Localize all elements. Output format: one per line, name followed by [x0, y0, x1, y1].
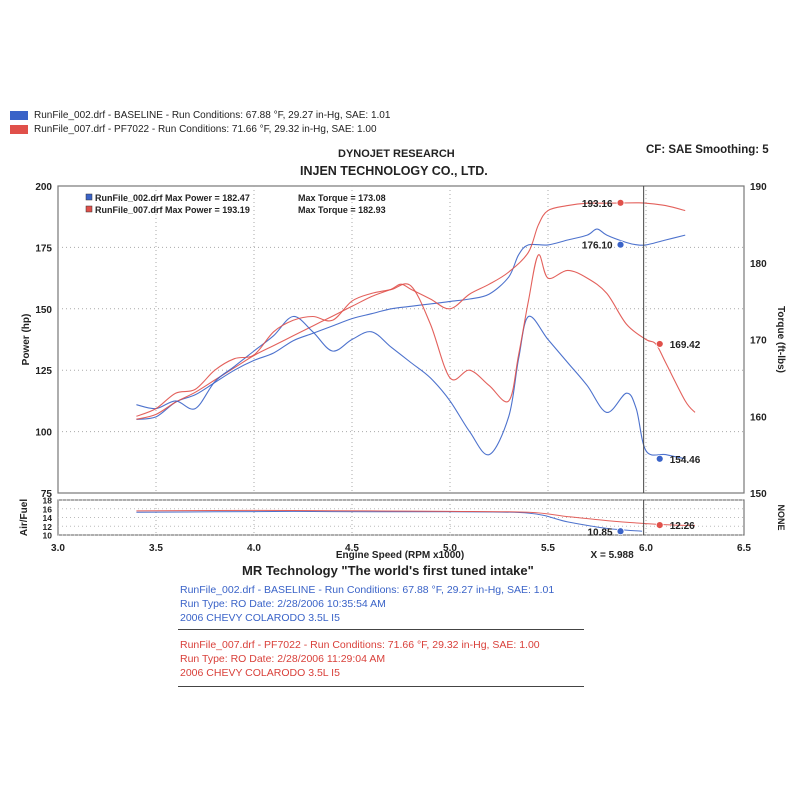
af-axis-title: Air/Fuel: [19, 499, 30, 536]
footer-baseline-line-2: Run Type: RO Date: 2/28/2006 10:35:54 AM: [180, 598, 386, 610]
torque-tick-label: 190: [750, 182, 767, 193]
legend-swatch-baseline: [10, 111, 28, 120]
inset-legend-power: RunFile_002.drf Max Power = 182.47: [95, 193, 250, 203]
main-plot-frame: [57, 185, 745, 494]
af-tick-label: 10: [43, 531, 53, 541]
value-marker-label: 169.42: [670, 340, 701, 351]
value-marker-label: 10.85: [587, 527, 612, 538]
footer-pf7022-line-3: 2006 CHEVY COLARODO 3.5L I5: [180, 667, 340, 679]
power-tick-label: 75: [41, 489, 53, 500]
airfuel-plot-frame: [57, 499, 745, 536]
value-marker-label: 176.10: [582, 241, 613, 252]
torque-tick-label: 180: [750, 259, 767, 270]
power-tick-label: 200: [35, 182, 52, 193]
value-marker: [655, 340, 664, 348]
pf7022-power-line: [136, 202, 686, 420]
torque-tick-label: 170: [750, 336, 767, 347]
footer-divider-bottom: [178, 686, 584, 687]
af-tick-label: 14: [43, 513, 53, 523]
power-tick-label: 175: [35, 243, 52, 254]
value-marker: [616, 198, 625, 207]
inset-legend-swatch: [85, 205, 93, 213]
x-tick-label: 5.0: [443, 543, 457, 554]
x-tick-label: 4.0: [247, 543, 261, 554]
inset-legend-torque: Max Torque = 173.08: [298, 193, 386, 203]
x-tick-label: 6.0: [639, 543, 653, 554]
value-marker-label: 154.46: [670, 455, 701, 466]
torque-tick-label: 160: [750, 412, 767, 423]
baseline-power-line: [136, 228, 686, 420]
dyno-chart: 3.0 3.5 4.0 4.5 5.0 5.5 6.0 6.5 Engine Speed (RP…: [19, 182, 786, 561]
value-marker-label: 193.16: [582, 199, 613, 210]
power-tick-label: 100: [35, 428, 52, 439]
footer-baseline-line-3: 2006 CHEVY COLARODO 3.5L I5: [180, 612, 340, 624]
value-marker-label: 12.26: [670, 521, 695, 532]
af-right-label: NONE: [776, 504, 786, 530]
x-tick-label: 5.5: [541, 543, 555, 554]
footer-divider: [178, 629, 584, 630]
torque-tick-label: 150: [750, 489, 767, 500]
x-tick-label: 3.5: [149, 543, 163, 554]
x-axis-title: Engine Speed (RPM x1000): [336, 550, 464, 561]
legend-swatch-pf7022: [10, 125, 28, 134]
af-tick-label: 18: [43, 496, 53, 506]
value-marker: [616, 527, 625, 536]
baseline-torque-line: [136, 315, 686, 460]
footer-baseline-line-1: RunFile_002.drf - BASELINE - Run Conditi…: [180, 584, 555, 596]
value-marker: [616, 240, 625, 249]
legend-item-baseline: RunFile_002.drf - BASELINE - Run Conditi…: [10, 110, 390, 121]
value-marker: [655, 521, 664, 530]
torque-axis-title: Torque (ft-lbs): [775, 306, 786, 373]
x-tick-label: 6.5: [737, 543, 751, 554]
cf-smoothing: CF: SAE Smoothing: 5: [646, 144, 769, 156]
power-tick-label: 125: [35, 366, 52, 377]
inset-legend-power: RunFile_007.drf Max Power = 193.19: [95, 205, 250, 215]
pf7022-torque-line: [136, 254, 696, 417]
x-tick-label: 4.5: [345, 543, 359, 554]
legend-label-pf7022: RunFile_007.drf - PF7022 - Run Condition…: [34, 124, 377, 135]
customer-name: INJEN TECHNOLOGY CO., LTD.: [300, 164, 488, 178]
inset-legend-swatch: [85, 193, 93, 201]
x-tick-label: 3.0: [51, 543, 65, 554]
af-tick-label: 12: [43, 522, 53, 532]
footer-pf7022-line-2: Run Type: RO Date: 2/28/2006 11:29:04 AM: [180, 653, 386, 665]
pf7022-airfuel-line: [136, 509, 696, 526]
legend-item-pf7022: RunFile_007.drf - PF7022 - Run Condition…: [10, 124, 377, 135]
power-axis-title: Power (hp): [21, 314, 32, 366]
af-tick-label: 16: [43, 504, 53, 514]
value-marker: [655, 454, 664, 463]
footer-title: MR Technology "The world's first tuned i…: [242, 563, 534, 578]
cursor-label: X = 5.988: [591, 550, 635, 561]
legend-label-baseline: RunFile_002.drf - BASELINE - Run Conditi…: [34, 110, 391, 121]
footer-pf7022-line-1: RunFile_007.drf - PF7022 - Run Condition…: [180, 639, 540, 651]
inset-legend-torque: Max Torque = 182.93: [298, 205, 386, 215]
company-name: DYNOJET RESEARCH: [338, 148, 455, 160]
power-tick-label: 150: [35, 305, 52, 316]
